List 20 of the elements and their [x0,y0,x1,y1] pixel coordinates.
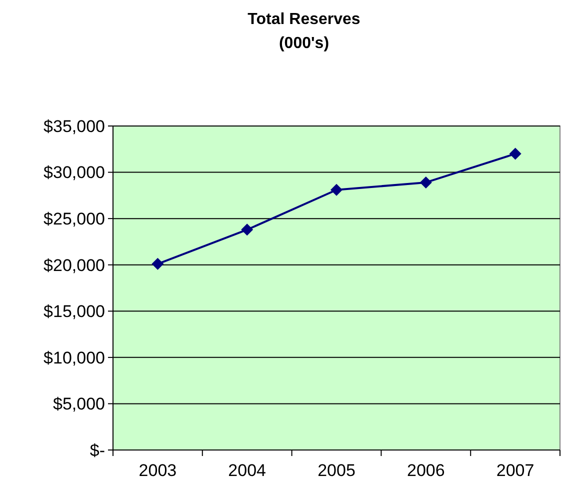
point [330,184,342,196]
point [152,258,164,270]
y-tick-label: $25,000 [44,210,105,229]
y-tick-label: $35,000 [44,116,105,136]
point [509,148,522,160]
x-tick-label: 2004 [228,461,266,480]
y-tick-label: $30,000 [44,163,105,182]
x-tick-label: 2006 [406,461,445,480]
point [420,176,432,188]
chart-subtitle: (000's) [278,35,330,52]
x-tick-label: 2003 [138,461,177,480]
y-tick-label: $15,000 [44,302,105,322]
x-tick-label: 2005 [318,461,356,480]
y-tick-label: $10,000 [44,348,105,368]
x-tick-label: 2007 [496,461,534,480]
y-tick-label: $20,000 [44,256,105,275]
point [241,224,254,236]
chart-title: Total Reserves [248,11,360,28]
y-tick-label: $5,000 [53,394,105,414]
y-tick-label: $- [90,440,105,460]
